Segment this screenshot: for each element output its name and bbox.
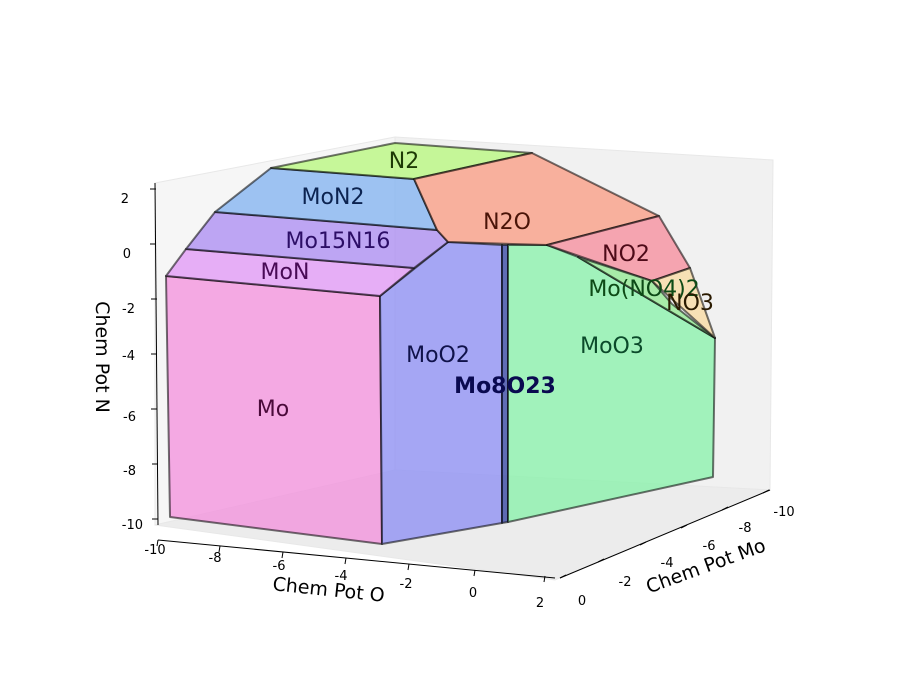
region-no3-face <box>651 267 716 339</box>
label-n2o: N2O <box>483 210 531 235</box>
x-tick-label: -6 <box>273 559 286 574</box>
label-moo3: MoO3 <box>580 334 644 359</box>
y-axis-line <box>559 489 771 579</box>
region-mono42-face <box>577 256 716 339</box>
y-tick-mark <box>762 489 770 494</box>
x-tick-mark <box>156 539 159 547</box>
x-tick-mark <box>344 557 347 565</box>
label-no3: NO3 <box>666 291 714 316</box>
z-axis-label: Chem Pot N <box>91 301 113 413</box>
z-tick-label: 0 <box>123 247 131 262</box>
x-tick-mark <box>473 569 476 577</box>
z-tick-label: -4 <box>122 349 135 364</box>
label-mo: Mo <box>257 397 289 422</box>
y-tick-mark <box>597 558 605 563</box>
z-tick-label: -8 <box>123 464 136 479</box>
label-no2: NO2 <box>602 242 650 267</box>
x-tick-label: -2 <box>400 577 413 592</box>
x-tick-label: 0 <box>469 586 477 601</box>
x-tick-mark <box>218 545 221 553</box>
y-tick-mark <box>559 574 567 579</box>
x-axis-line <box>157 539 556 579</box>
x-tick-mark <box>407 563 410 571</box>
y-tick-mark <box>639 541 647 546</box>
z-tick-label: -10 <box>122 518 143 533</box>
z-tick-label: -2 <box>122 302 135 317</box>
x-tick-label: -10 <box>144 543 165 558</box>
label-mon2: MoN2 <box>302 185 365 210</box>
y-tick-label: -2 <box>619 575 632 590</box>
x-tick-mark <box>543 575 546 583</box>
region-labels: N2 MoN2 N2O Mo15N16 NO2 MoN Mo(NO4)2 NO3… <box>257 149 714 422</box>
x-tick-label: -8 <box>209 551 222 566</box>
y-tick-label: 0 <box>578 594 586 609</box>
x-tick-mark <box>281 551 284 559</box>
y-tick-label: -10 <box>773 505 794 520</box>
label-mon: MoN <box>261 260 310 285</box>
x-tick-label: -4 <box>335 569 348 584</box>
label-mo8o23: Mo8O23 <box>454 374 556 399</box>
x-axis-label: Chem Pot O <box>272 573 386 607</box>
phase-regions <box>165 142 716 545</box>
y-tick-label: -6 <box>703 539 716 554</box>
z-tick-label: -6 <box>123 410 136 425</box>
z-tick-label: 2 <box>121 192 129 207</box>
y-tick-label: -4 <box>661 556 674 571</box>
x-tick-label: 2 <box>536 596 544 611</box>
label-mono42: Mo(NO4)2 <box>588 277 699 302</box>
label-moo2: MoO2 <box>406 343 470 368</box>
y-tick-mark <box>680 524 688 529</box>
label-mo15n16: Mo15N16 <box>286 229 391 254</box>
y-tick-mark <box>721 506 729 511</box>
y-tick-label: -8 <box>739 521 752 536</box>
z-axis: 2 0 -2 -4 -6 -8 -10 Chem Pot N <box>91 188 158 533</box>
label-n2: N2 <box>389 149 419 174</box>
